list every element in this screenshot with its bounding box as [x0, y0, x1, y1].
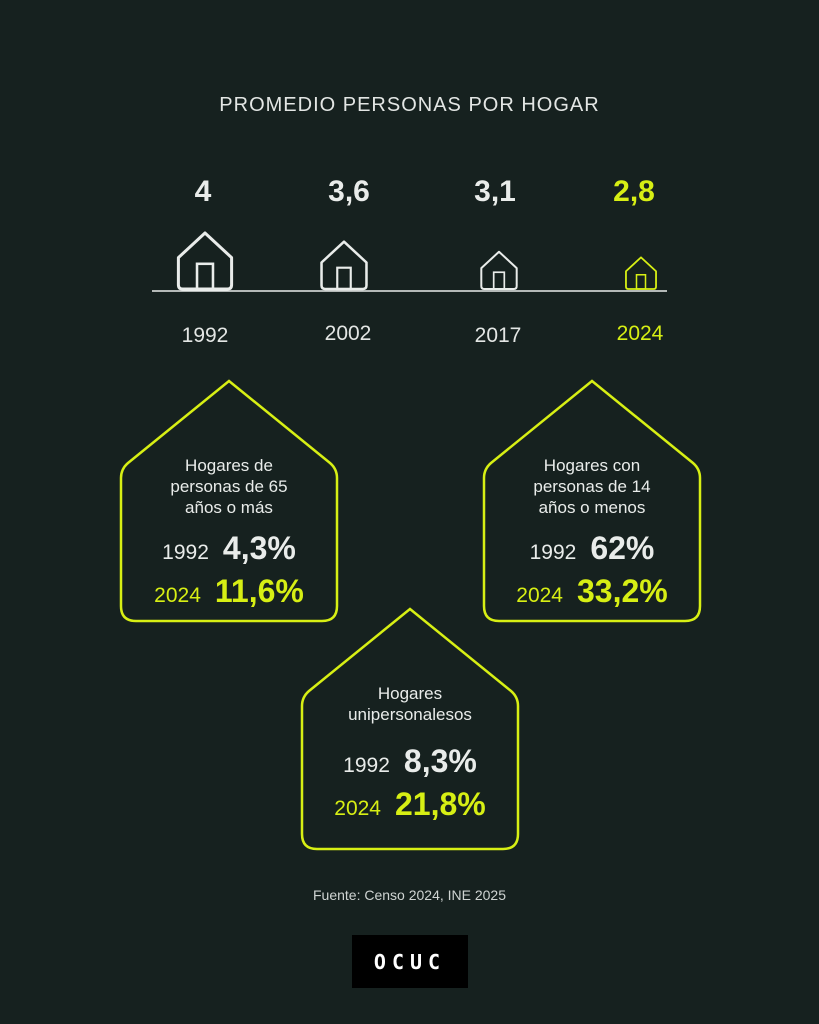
- house-icon: [320, 240, 368, 291]
- house-door: [635, 273, 647, 290]
- card-row-2024: 2024 21,8%: [334, 786, 486, 822]
- value-label-2024: 2,8: [613, 175, 655, 208]
- card-65-plus: Hogares de personas de 65 años o más 199…: [121, 455, 337, 610]
- year-label-2017: 2017: [474, 324, 522, 347]
- house-door: [195, 262, 215, 291]
- card-row-2024: 2024 33,2%: [516, 573, 668, 609]
- card-outline-unipersonal: [300, 607, 520, 851]
- card-outline-14: [482, 379, 702, 623]
- card-14-minus: Hogares con personas de 14 años o menos …: [484, 455, 700, 610]
- house-icon: [480, 250, 518, 290]
- house-door: [336, 266, 352, 291]
- card-unipersonal: Hogares unipersonalesos 1992 8,3% 2024 2…: [302, 683, 518, 823]
- page-title: PROMEDIO PERSONAS POR HOGAR: [219, 94, 600, 116]
- house-door: [492, 271, 506, 290]
- card-row-1992: 1992 8,3%: [343, 743, 477, 779]
- source-note: Fuente: Censo 2024, INE 2025: [312, 887, 507, 903]
- ocuc-logo: OCUC: [352, 935, 468, 988]
- card-row-2024: 2024 11,6%: [154, 573, 304, 609]
- year-label-2002: 2002: [324, 322, 372, 345]
- card-row-1992: 1992 62%: [529, 530, 655, 566]
- house-icon: [176, 231, 234, 291]
- house-icon: [625, 256, 657, 290]
- house-chart: [152, 231, 667, 292]
- value-label-1992: 4: [194, 175, 212, 208]
- card-outlines: [119, 379, 702, 851]
- card-label: Hogares unipersonalesos: [348, 684, 472, 724]
- card-label: Hogares de personas de 65 años o más: [170, 456, 288, 517]
- year-label-2024: 2024: [616, 322, 664, 345]
- value-label-2017: 3,1: [474, 175, 516, 208]
- card-outline-65: [119, 379, 339, 623]
- card-label: Hogares con personas de 14 años o menos: [533, 456, 651, 517]
- year-label-1992: 1992: [181, 324, 229, 347]
- card-row-1992: 1992 4,3%: [162, 530, 296, 566]
- value-label-2002: 3,6: [328, 175, 370, 208]
